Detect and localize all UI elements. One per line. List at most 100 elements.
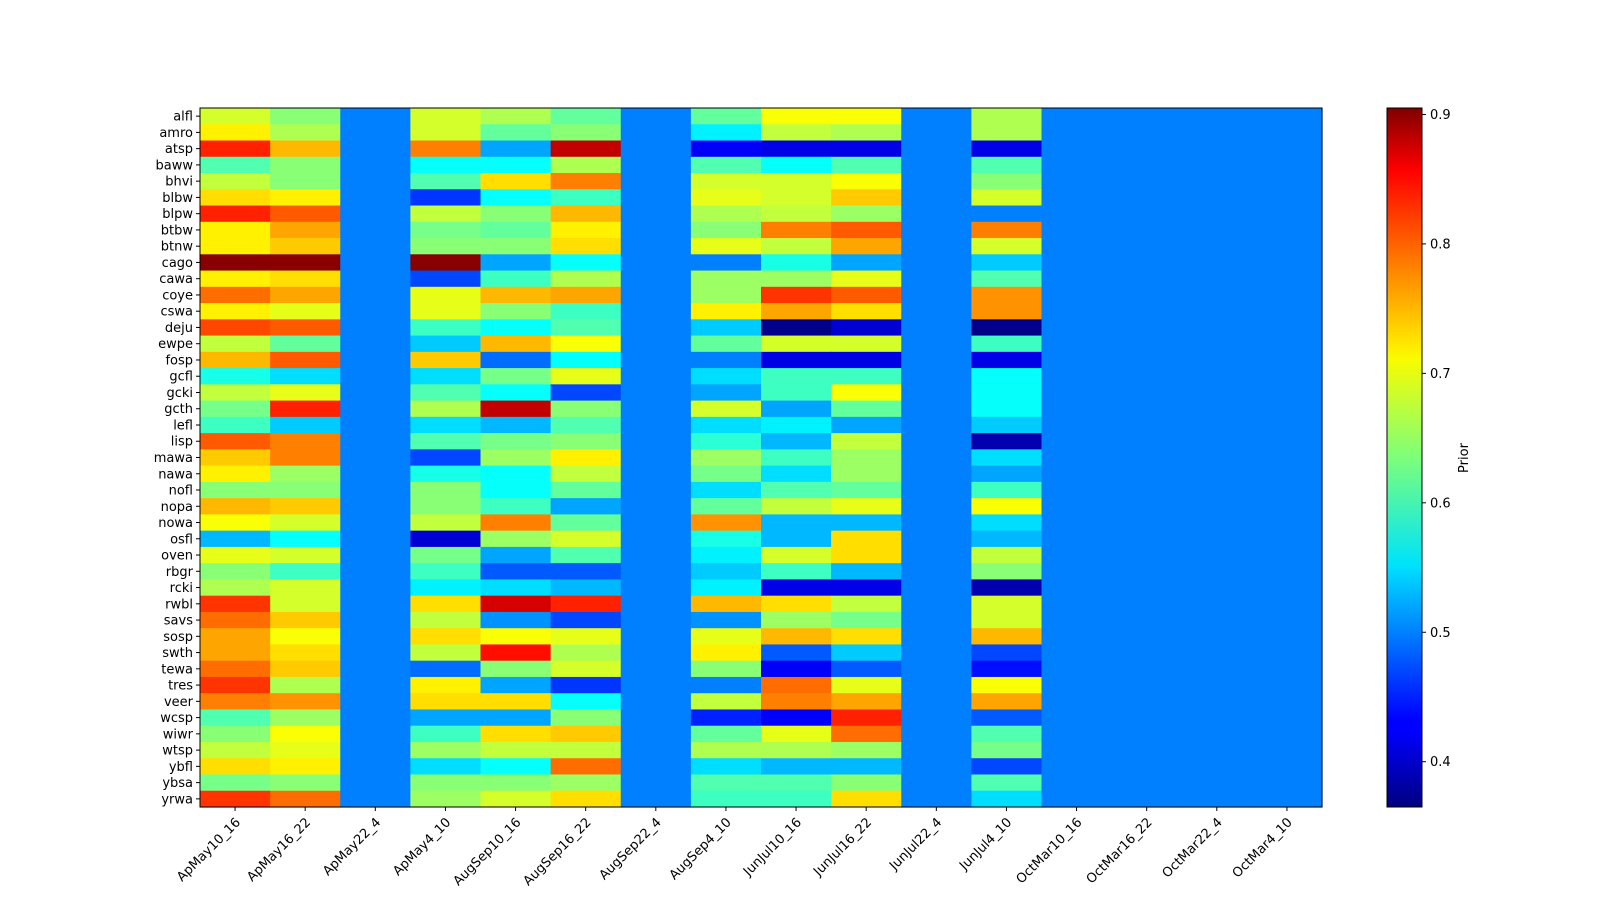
heatmap-cell xyxy=(1181,351,1253,369)
heatmap-cell xyxy=(480,693,552,711)
heatmap-cell xyxy=(971,416,1043,434)
heatmap-cell xyxy=(480,546,552,564)
heatmap-cell xyxy=(620,303,692,320)
heatmap-cell xyxy=(270,335,341,353)
y-tick-label: lefl xyxy=(173,418,193,433)
heatmap-cell xyxy=(620,335,692,353)
heatmap-cell xyxy=(550,270,622,288)
heatmap-cell xyxy=(410,611,482,629)
heatmap-cell xyxy=(480,628,552,646)
heatmap-cell xyxy=(1251,319,1323,337)
y-tick-label: savs xyxy=(164,614,193,629)
heatmap-cell xyxy=(831,693,902,711)
heatmap-cell xyxy=(690,741,762,759)
heatmap-cell xyxy=(1251,741,1323,759)
heatmap-cell xyxy=(340,611,411,629)
heatmap-cell xyxy=(1251,790,1323,808)
heatmap-cell xyxy=(761,416,832,434)
heatmap-cell xyxy=(410,676,482,694)
heatmap-cell xyxy=(831,205,902,223)
heatmap-cell xyxy=(270,579,341,597)
heatmap-cell xyxy=(901,124,972,142)
colorbar-tick-label: 0.9 xyxy=(1430,108,1451,123)
heatmap-cell xyxy=(901,481,972,499)
heatmap-cell xyxy=(1181,270,1253,288)
heatmap-cell xyxy=(831,563,902,581)
heatmap-cell xyxy=(971,400,1043,418)
heatmap-cell xyxy=(340,189,411,207)
y-tick-label: atsp xyxy=(165,142,193,157)
heatmap-cell xyxy=(200,108,271,125)
heatmap-cell xyxy=(200,400,271,418)
heatmap-cell xyxy=(971,286,1043,304)
heatmap-cell xyxy=(340,351,411,369)
heatmap-cell xyxy=(1111,774,1183,792)
heatmap-cell xyxy=(1041,238,1113,255)
heatmap-cell xyxy=(1251,108,1323,125)
heatmap-cell xyxy=(620,416,692,434)
heatmap-cell xyxy=(1111,741,1183,759)
heatmap-cell xyxy=(480,286,552,304)
heatmap-cell xyxy=(200,319,271,337)
heatmap-cell xyxy=(200,433,271,450)
heatmap-cell xyxy=(1041,368,1113,385)
heatmap-cell xyxy=(270,238,341,255)
heatmap-cell xyxy=(550,530,622,548)
heatmap-cell xyxy=(761,335,832,353)
heatmap-cell xyxy=(270,660,341,678)
y-tick-label: rwbl xyxy=(165,597,193,612)
heatmap-cell xyxy=(1251,644,1323,662)
heatmap-cell xyxy=(340,660,411,678)
heatmap-cell xyxy=(480,205,552,223)
heatmap-cell xyxy=(1111,416,1183,434)
heatmap-cell xyxy=(1251,416,1323,434)
heatmap-cell xyxy=(340,709,411,727)
heatmap-cell xyxy=(480,140,552,158)
heatmap-cell xyxy=(1041,595,1113,613)
heatmap-cell xyxy=(550,579,622,597)
heatmap-cell xyxy=(550,725,622,743)
heatmap-cell xyxy=(761,351,832,369)
heatmap-cell xyxy=(690,400,762,418)
heatmap-cell xyxy=(410,709,482,727)
heatmap-cell xyxy=(901,514,972,532)
heatmap-cell xyxy=(620,595,692,613)
heatmap-cell xyxy=(1251,530,1323,548)
heatmap-cell xyxy=(1181,644,1253,662)
heatmap-cell xyxy=(200,530,271,548)
heatmap-cell xyxy=(761,205,832,223)
heatmap-cell xyxy=(1251,286,1323,304)
heatmap-cell xyxy=(1181,335,1253,353)
heatmap-cell xyxy=(1111,238,1183,255)
heatmap-cell xyxy=(1181,790,1253,808)
heatmap-cell xyxy=(1181,124,1253,142)
heatmap-cell xyxy=(901,238,972,255)
heatmap-cell xyxy=(761,628,832,646)
heatmap-cell xyxy=(901,741,972,759)
heatmap-cell xyxy=(1041,449,1113,467)
heatmap-cell xyxy=(1041,205,1113,223)
heatmap-cell xyxy=(270,611,341,629)
heatmap-cell xyxy=(270,758,341,776)
heatmap-cell xyxy=(1041,384,1113,402)
heatmap-cell xyxy=(901,416,972,434)
y-tick-label: btnw xyxy=(161,240,194,255)
heatmap-cell xyxy=(1181,303,1253,320)
heatmap-cell xyxy=(550,254,622,272)
heatmap-cell xyxy=(550,481,622,499)
x-tick-label: AugSep22_4 xyxy=(597,815,665,883)
heatmap-cell xyxy=(270,530,341,548)
heatmap-cell xyxy=(200,221,271,239)
heatmap-cell xyxy=(690,563,762,581)
heatmap-cell xyxy=(550,221,622,239)
heatmap-cell xyxy=(1111,254,1183,272)
heatmap-cell xyxy=(1251,189,1323,207)
y-tick-label: swth xyxy=(162,646,193,661)
heatmap-cell xyxy=(620,546,692,564)
heatmap-cell xyxy=(410,351,482,369)
heatmap-cell xyxy=(831,546,902,564)
x-tick-label: JunJul10_16 xyxy=(740,815,805,880)
heatmap-cell xyxy=(901,628,972,646)
heatmap-cell xyxy=(761,433,832,450)
heatmap-cell xyxy=(270,498,341,515)
